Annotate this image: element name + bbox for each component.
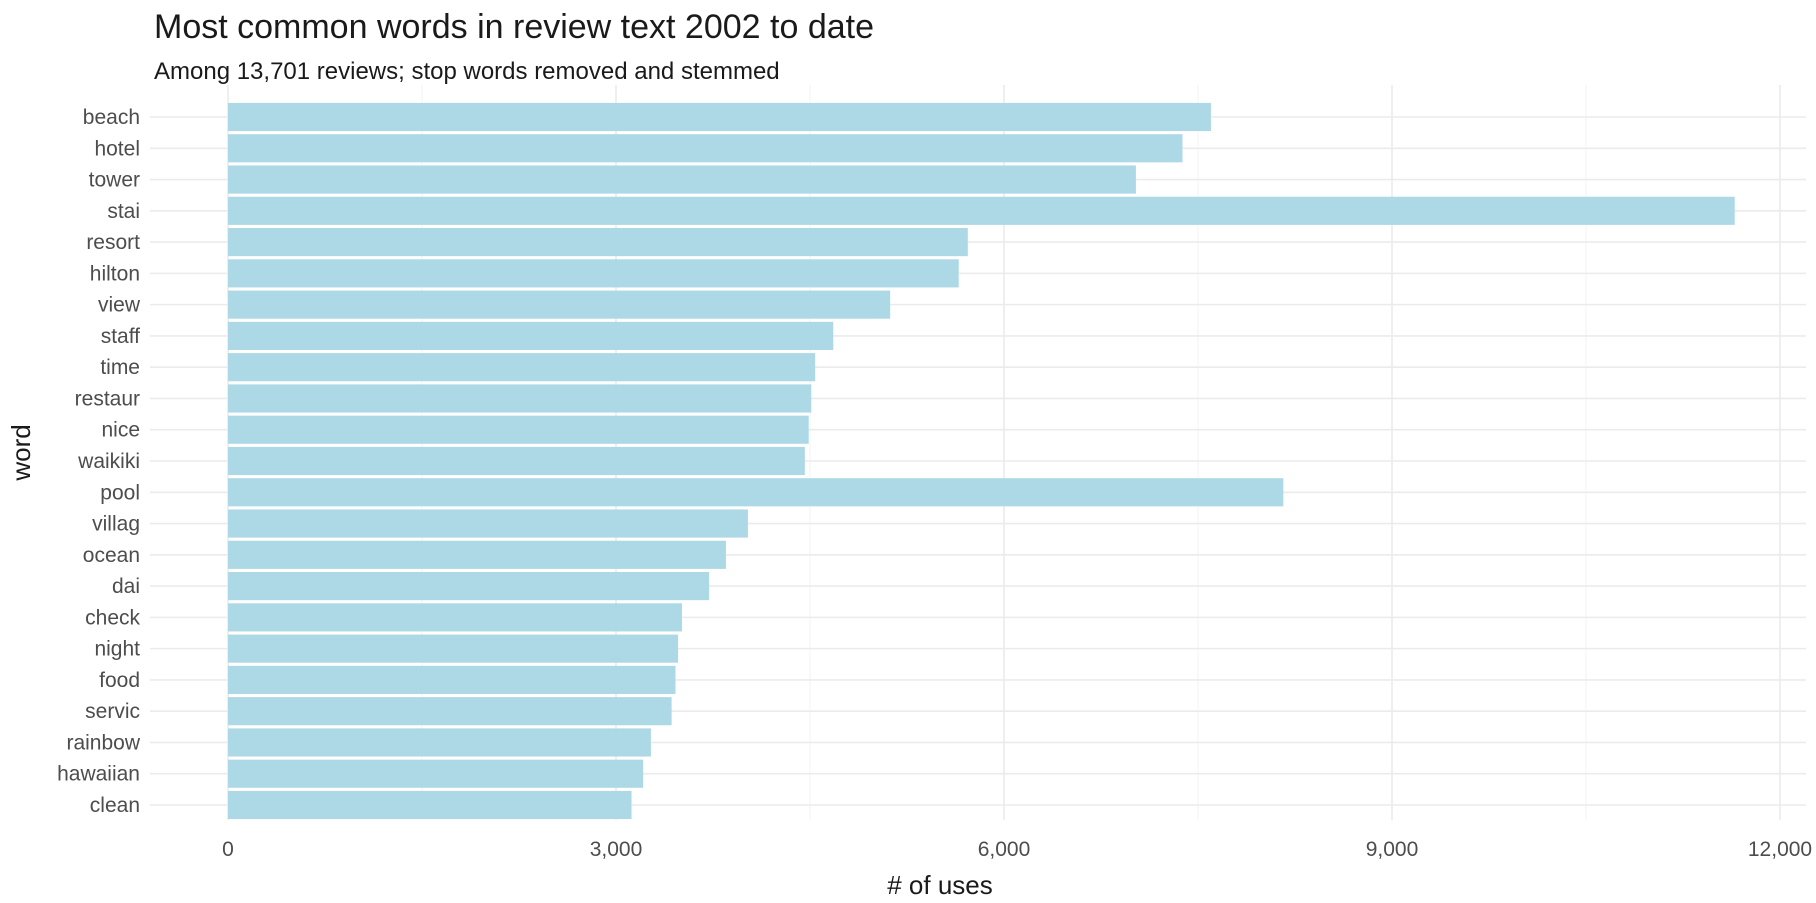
bar-food	[228, 665, 676, 694]
y-tick-label: ocean	[83, 544, 140, 567]
bar-hilton	[228, 259, 959, 288]
y-tick-label: dai	[112, 575, 140, 598]
y-tick-label: time	[100, 356, 140, 379]
x-tick-label: 12,000	[1748, 838, 1812, 861]
y-tick-label: servic	[85, 700, 140, 723]
y-tick-label: view	[98, 294, 141, 317]
x-tick-label: 0	[222, 838, 234, 861]
y-tick-label: resort	[86, 231, 140, 254]
y-tick-label: beach	[83, 106, 140, 129]
x-axis-title: # of uses	[887, 870, 993, 900]
x-tick-label: 6,000	[978, 838, 1031, 861]
bar-beach	[228, 102, 1211, 132]
bar-staff	[228, 321, 834, 350]
y-tick-label: tower	[89, 169, 140, 192]
bar-dai	[228, 572, 710, 601]
chart-subtitle: Among 13,701 reviews; stop words removed…	[154, 58, 780, 85]
y-axis-title: word	[6, 424, 36, 481]
bar-check	[228, 603, 682, 632]
y-tick-labels: beach hotel tower stai resort hilton view staff…	[57, 106, 141, 817]
y-tick-label: hawaiian	[57, 763, 140, 786]
y-tick-label: staff	[101, 325, 140, 348]
bar-pool	[228, 478, 1284, 507]
bar-clean	[228, 790, 632, 820]
bar-servic	[228, 697, 672, 726]
bar-view	[228, 290, 891, 319]
bar-stai	[228, 196, 1735, 225]
bar-rainbow	[228, 728, 651, 757]
y-tick-label: restaur	[75, 387, 140, 410]
y-tick-label: stai	[107, 200, 140, 223]
bar-waikiki	[228, 446, 805, 476]
y-tick-label: pool	[100, 481, 140, 504]
bar-nice	[228, 415, 809, 444]
y-tick-label: night	[94, 638, 140, 661]
bar-villag	[228, 509, 748, 538]
chart-title: Most common words in review text 2002 to…	[154, 8, 874, 46]
y-tick-label: food	[99, 669, 140, 692]
bars-layer	[228, 102, 1735, 820]
bar-resort	[228, 228, 968, 257]
y-tick-label: villag	[92, 513, 140, 536]
y-tick-label: hilton	[90, 262, 140, 285]
bar-night	[228, 634, 679, 663]
bar-ocean	[228, 540, 726, 569]
bar-hawaiian	[228, 759, 644, 788]
bar-restaur	[228, 384, 812, 413]
bar-time	[228, 353, 816, 382]
x-tick-label: 3,000	[590, 838, 643, 861]
y-tick-label: nice	[101, 419, 140, 442]
y-tick-label: rainbow	[66, 731, 140, 754]
y-tick-label: waikiki	[77, 450, 140, 473]
x-tick-labels: 0 3,000 6,000 9,000 12,000	[222, 838, 1812, 861]
bar-hotel	[228, 134, 1183, 163]
bar-tower	[228, 165, 1136, 194]
y-tick-label: hotel	[94, 137, 140, 160]
y-tick-label: clean	[90, 794, 140, 817]
x-tick-label: 9,000	[1366, 838, 1419, 861]
y-tick-label: check	[85, 606, 140, 629]
